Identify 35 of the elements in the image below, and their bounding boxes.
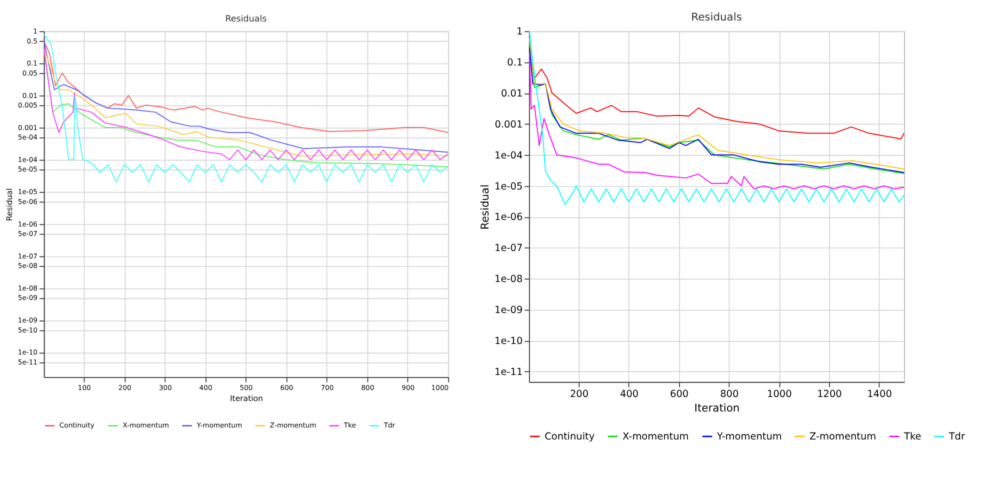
legend-label: X-momentum xyxy=(622,431,689,442)
y-tick-label: 1e-10 xyxy=(494,336,523,347)
x-axis-title: Iteration xyxy=(694,402,740,415)
line-series xyxy=(528,30,905,205)
y-tick-label: 1e-07 xyxy=(494,243,523,254)
y-axis-title: Residual xyxy=(4,188,14,222)
x-tick-label: 400 xyxy=(620,388,639,400)
y-tick-label: 0.1 xyxy=(507,58,523,69)
line-series xyxy=(43,40,449,133)
x-tick-label: 1000 xyxy=(767,388,792,400)
line-series xyxy=(43,34,449,183)
x-tick-label: 1400 xyxy=(867,388,892,400)
y-tick-label: 1e-09 xyxy=(494,304,523,316)
x-tick-label: 1200 xyxy=(817,388,842,400)
y-tick-label: 1e-04 xyxy=(494,150,523,162)
chart-title: Residuals xyxy=(691,10,742,24)
y-tick-label: 0.01 xyxy=(500,88,523,100)
x-tick-label: 600 xyxy=(670,388,689,400)
y-tick-label: 1e-11 xyxy=(494,366,523,378)
y-axis-title: Residual xyxy=(478,184,492,230)
y-tick-label: 1e-06 xyxy=(494,212,523,224)
y-tick-label: 1 xyxy=(516,26,523,38)
legend-label: Z-momentum xyxy=(810,431,876,442)
y-tick-label: 1e-08 xyxy=(494,274,523,286)
x-tick-label: 200 xyxy=(570,388,589,400)
x-axis-title: Iteration xyxy=(230,394,264,403)
y-tick-label: 0.001 xyxy=(494,119,523,130)
y-tick-label: 1e-05 xyxy=(494,181,523,192)
legend-label: Tdr xyxy=(948,431,965,442)
chart-title: Residuals xyxy=(225,14,268,24)
legend-label: Continuity xyxy=(544,431,595,442)
x-tick-label: 800 xyxy=(720,388,739,400)
legend-label: Y-momentum xyxy=(716,431,782,442)
line-series xyxy=(528,52,905,190)
legend-label: Tke xyxy=(903,431,922,442)
